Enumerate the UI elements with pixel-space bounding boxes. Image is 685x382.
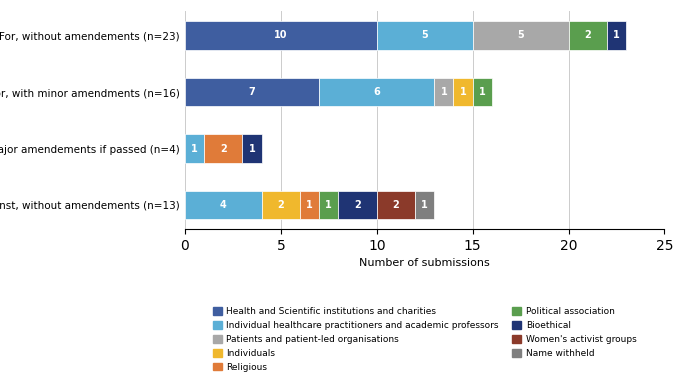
Text: 1: 1 (325, 200, 332, 210)
Text: 1: 1 (460, 87, 466, 97)
Text: 1: 1 (421, 200, 428, 210)
Bar (453, 78, 473, 106)
Text: 2: 2 (220, 144, 227, 154)
Bar (569, 21, 607, 50)
Bar (607, 21, 626, 50)
Bar (377, 191, 415, 219)
Text: 1: 1 (191, 144, 198, 154)
Text: 2: 2 (584, 31, 591, 40)
Text: 2: 2 (277, 200, 284, 210)
Text: 1: 1 (249, 144, 256, 154)
Text: 6: 6 (373, 87, 380, 97)
Text: 4: 4 (220, 200, 227, 210)
Text: 1: 1 (479, 87, 486, 97)
Bar (415, 191, 434, 219)
Text: 7: 7 (249, 87, 256, 97)
Bar (242, 134, 262, 163)
Bar (319, 191, 338, 219)
Text: 1: 1 (440, 87, 447, 97)
Bar (185, 134, 204, 163)
Text: 2: 2 (354, 200, 361, 210)
Bar (319, 78, 434, 106)
Text: 10: 10 (274, 31, 288, 40)
Bar (185, 78, 319, 106)
Bar (262, 191, 300, 219)
Bar (338, 191, 377, 219)
X-axis label: Number of submissions: Number of submissions (360, 259, 490, 269)
Text: 2: 2 (393, 200, 399, 210)
Bar (204, 134, 242, 163)
Bar (434, 78, 453, 106)
Bar (377, 21, 473, 50)
Bar (300, 191, 319, 219)
Text: 1: 1 (613, 31, 620, 40)
Bar (185, 191, 262, 219)
Text: 5: 5 (421, 31, 428, 40)
Bar (185, 21, 377, 50)
Text: 5: 5 (517, 31, 524, 40)
Text: 1: 1 (306, 200, 313, 210)
Bar (473, 21, 569, 50)
Legend: Health and Scientific institutions and charities, Individual healthcare practiti: Health and Scientific institutions and c… (209, 303, 640, 376)
Bar (473, 78, 492, 106)
